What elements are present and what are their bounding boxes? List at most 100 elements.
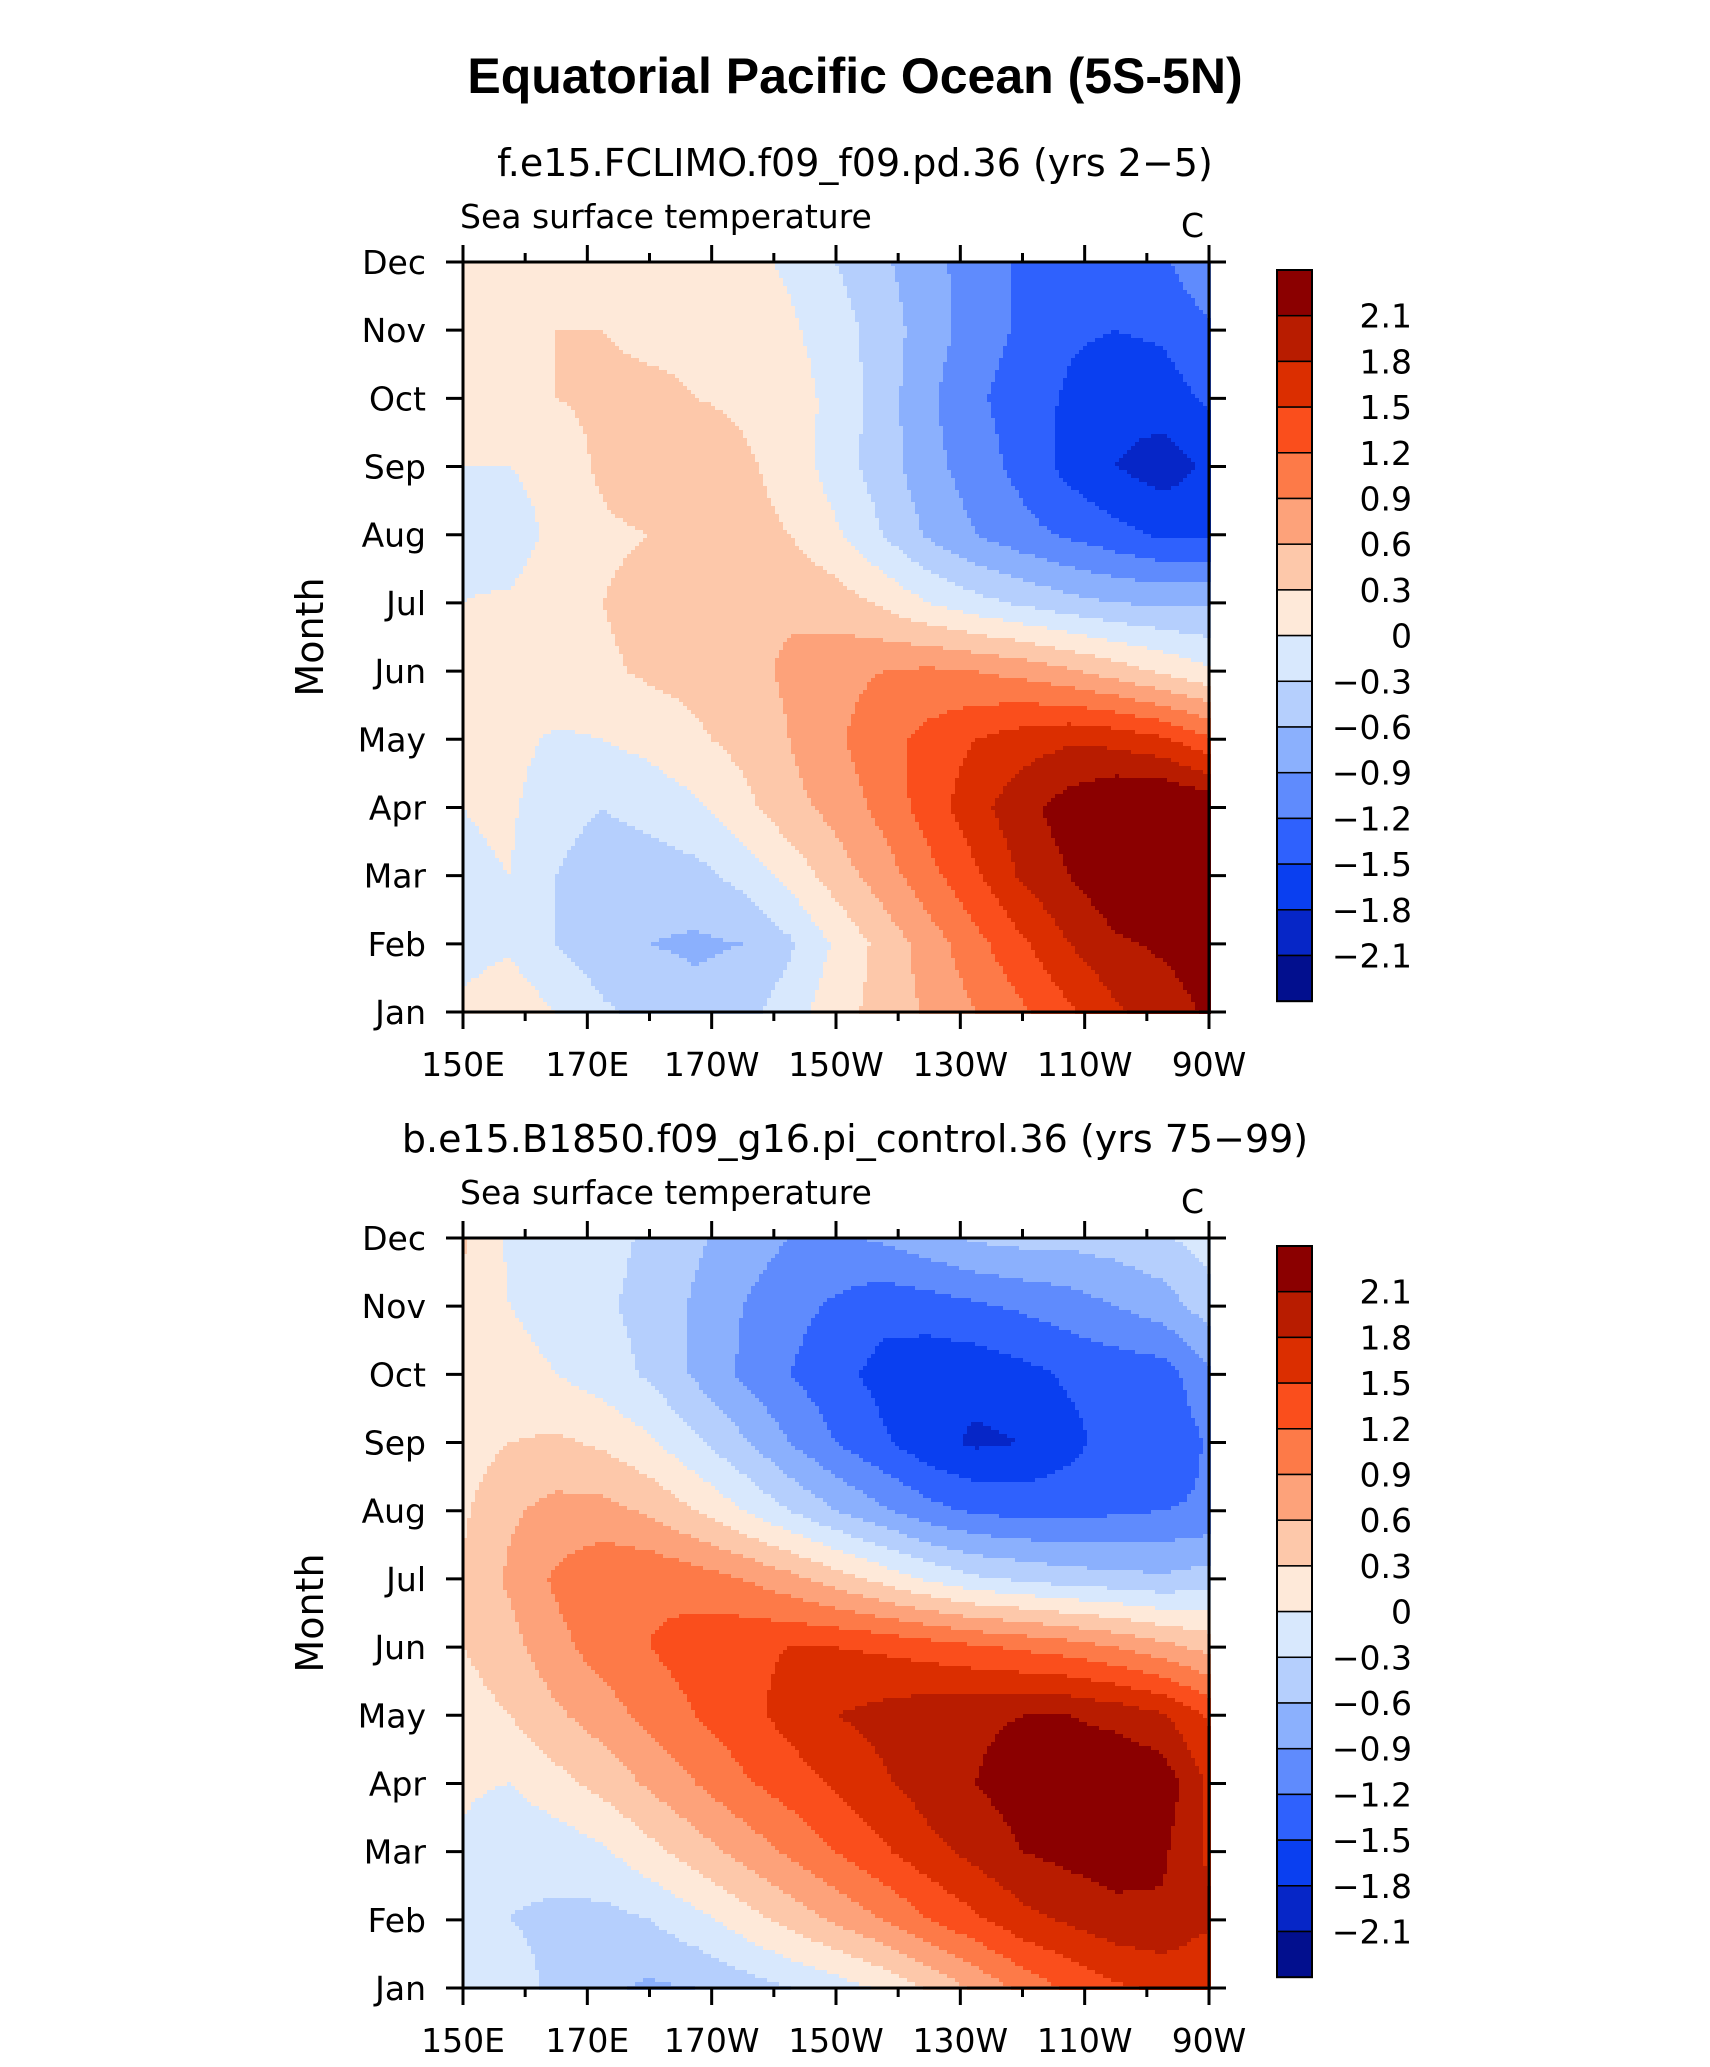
heatmap-cell [927,274,931,278]
heatmap-cell [943,282,947,286]
heatmap-cell [671,270,675,274]
heatmap-cell [767,286,771,290]
heatmap-cell [1143,274,1147,278]
heatmap-cell [863,282,867,286]
heatmap-cell [711,282,715,286]
heatmap-cell [699,274,703,278]
heatmap-cell [835,270,839,274]
heatmap-cell [595,266,599,270]
heatmap-cell [1083,282,1087,286]
heatmap-cell [1203,270,1207,274]
heatmap-cell [875,266,879,270]
heatmap-cell [1151,286,1155,290]
heatmap-cell [823,274,827,278]
heatmap-cell [487,282,491,286]
heatmap-cell [975,278,979,282]
heatmap-cell [1051,286,1055,290]
heatmap-cell [1067,286,1071,290]
heatmap-cell [683,266,687,270]
heatmap-cell [799,286,803,290]
heatmap-cell [647,278,651,282]
heatmap-cell [743,286,747,290]
heatmap-cell [1023,270,1027,274]
heatmap-cell [547,286,551,290]
heatmap-cell [503,286,507,290]
heatmap-cell [915,282,919,286]
heatmap-cell [1063,266,1067,270]
heatmap-cell [1171,286,1175,290]
heatmap-cell [711,270,715,274]
heatmap-cell [511,278,515,282]
heatmap-cell [1191,286,1195,290]
heatmap-cell [715,282,719,286]
heatmap-cell [847,282,851,286]
heatmap-cell [1071,278,1075,282]
heatmap-cell [951,266,955,270]
heatmap-cell [1119,282,1123,286]
heatmap-cell [1175,282,1179,286]
heatmap-cell [999,278,1003,282]
heatmap-cell [655,286,659,290]
heatmap-cell [1091,266,1095,270]
heatmap-cell [779,278,783,282]
heatmap-cell [1183,274,1187,278]
heatmap-cell [1123,274,1127,278]
heatmap-cell [547,282,551,286]
heatmap-cell [747,270,751,274]
heatmap-cell [803,286,807,290]
heatmap-cell [871,270,875,274]
heatmap-cell [827,266,831,270]
heatmap-cell [471,278,475,282]
heatmap-cell [603,282,607,286]
heatmap-cell [747,278,751,282]
heatmap-cell [863,274,867,278]
heatmap-cell [1027,286,1031,290]
heatmap-cell [775,278,779,282]
heatmap-cell [663,278,667,282]
heatmap-cell [1111,270,1115,274]
heatmap-cell [1047,266,1051,270]
heatmap-cell [811,266,815,270]
heatmap-cell [663,286,667,290]
heatmap-cell [507,266,511,270]
heatmap-cell [651,270,655,274]
heatmap-cell [487,274,491,278]
heatmap-cell [1095,270,1099,274]
heatmap-cell [1167,274,1171,278]
heatmap-cell [579,278,583,282]
heatmap-cell [479,282,483,286]
heatmap-cell [859,286,863,290]
heatmap-cell [907,282,911,286]
heatmap-cell [567,286,571,290]
heatmap-cell [1099,286,1103,290]
heatmap-cell [1199,286,1203,290]
heatmap-cell [903,278,907,282]
heatmap-cell [631,282,635,286]
heatmap-cell [871,266,875,270]
heatmap-cell [1103,282,1107,286]
heatmap-cell [1035,282,1039,286]
heatmap-cell [527,266,531,270]
heatmap-cell [727,278,731,282]
variable-label: Sea surface temperature [460,197,872,236]
heatmap-cell [483,286,487,290]
heatmap-cell [631,278,635,282]
heatmap-cell [759,266,763,270]
heatmap-cell [919,282,923,286]
heatmap-cell [1059,274,1063,278]
run-title: f.e15.FCLIMO.f09_f09.pd.36 (yrs 2−5) [497,141,1213,185]
heatmap-cell [983,286,987,290]
heatmap-cell [687,278,691,282]
heatmap-cell [799,278,803,282]
heatmap-cell [483,274,487,278]
heatmap-cell [855,286,859,290]
heatmap-cell [1055,278,1059,282]
heatmap-cell [1091,274,1095,278]
heatmap-cell [987,270,991,274]
heatmap-cell [539,286,543,290]
heatmap-cell [931,274,935,278]
heatmap-cell [891,270,895,274]
heatmap-cell [691,270,695,274]
heatmap-cell [1039,282,1043,286]
heatmap-cell [607,274,611,278]
